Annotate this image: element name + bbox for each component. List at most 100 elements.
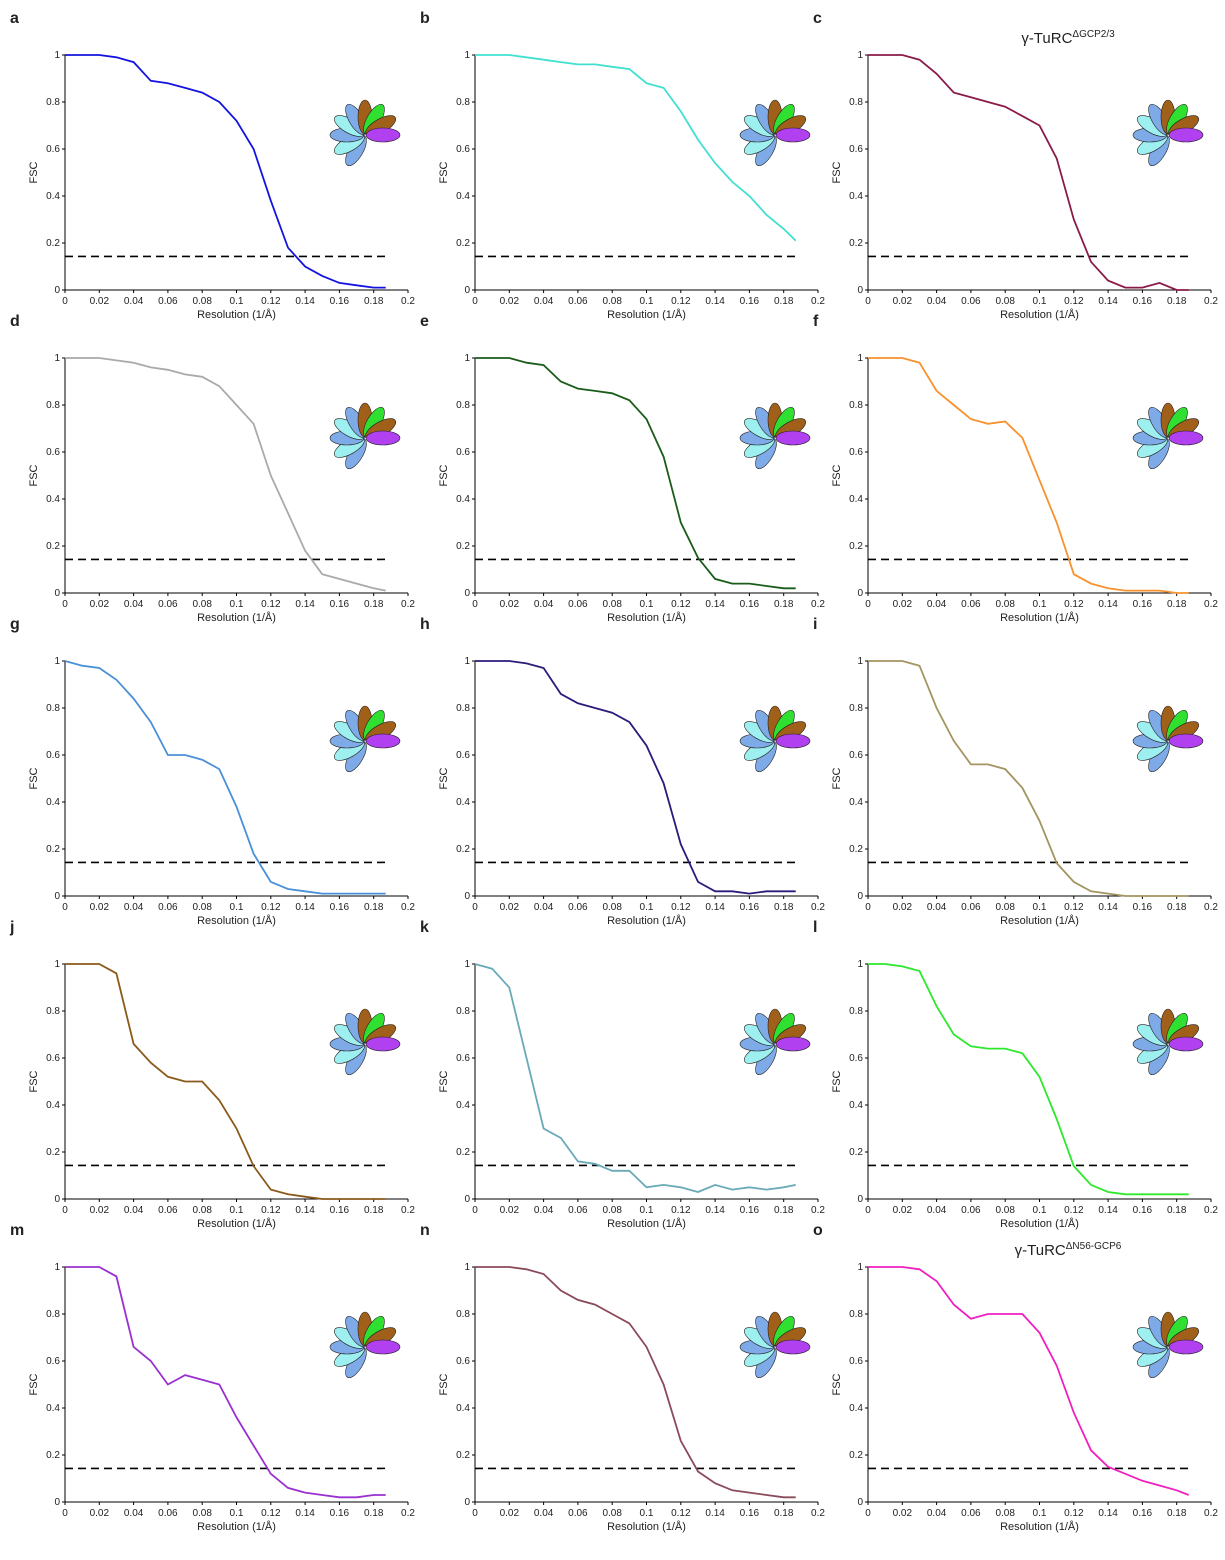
x-axis-label: Resolution (1/Å) xyxy=(607,914,686,927)
x-tick-label: 0.08 xyxy=(995,1205,1015,1216)
y-tick-label: 0.4 xyxy=(456,191,470,202)
x-axis-label: Resolution (1/Å) xyxy=(197,1217,276,1230)
x-axis-label: Resolution (1/Å) xyxy=(197,611,276,624)
x-axis-label: Resolution (1/Å) xyxy=(607,611,686,624)
x-tick-label: 0.06 xyxy=(961,1508,981,1519)
y-tick-label: 0.6 xyxy=(46,1356,60,1367)
panel-letter: c xyxy=(813,10,822,27)
x-tick-label: 0.18 xyxy=(1167,1205,1187,1216)
fsc-curve xyxy=(65,963,386,1200)
x-axis-label: Resolution (1/Å) xyxy=(1000,1520,1079,1533)
complex-icon xyxy=(1132,1008,1204,1076)
x-tick-label: 0.06 xyxy=(961,296,981,307)
x-tick-label: 0.08 xyxy=(192,902,212,913)
x-tick-label: 0.14 xyxy=(1098,1508,1118,1519)
x-tick-label: 0.12 xyxy=(1064,599,1084,610)
x-tick-label: 0.18 xyxy=(364,1508,384,1519)
y-tick-label: 0 xyxy=(857,588,863,599)
x-tick-label: 0.08 xyxy=(602,1205,622,1216)
y-tick-label: 0.2 xyxy=(849,541,863,552)
x-tick-label: 0.08 xyxy=(995,599,1015,610)
x-tick-label: 0.18 xyxy=(364,902,384,913)
fsc-curve xyxy=(868,54,1189,291)
subunit-shape xyxy=(365,127,401,143)
x-tick-label: 0.06 xyxy=(158,1205,178,1216)
y-axis-label: FSC xyxy=(438,1070,450,1092)
x-tick-label: 0.06 xyxy=(568,902,588,913)
x-tick-label: 0.04 xyxy=(534,296,554,307)
x-tick-label: 0.16 xyxy=(740,1508,760,1519)
x-tick-label: 0.08 xyxy=(192,1205,212,1216)
x-tick-label: 0.16 xyxy=(1133,296,1153,307)
y-tick-label: 1 xyxy=(54,1262,60,1273)
x-tick-label: 0.08 xyxy=(602,296,622,307)
x-tick-label: 0.12 xyxy=(1064,902,1084,913)
x-tick-label: 0 xyxy=(865,902,871,913)
x-tick-label: 0.06 xyxy=(961,902,981,913)
x-tick-label: 0.06 xyxy=(961,1205,981,1216)
y-axis-label: FSC xyxy=(831,161,843,183)
x-tick-label: 0.14 xyxy=(1098,1205,1118,1216)
x-tick-label: 0.04 xyxy=(534,1205,554,1216)
y-tick-label: 0 xyxy=(857,891,863,902)
y-tick-label: 1 xyxy=(464,656,470,667)
y-axis-label: FSC xyxy=(28,767,40,789)
x-tick-label: 0.06 xyxy=(568,599,588,610)
y-axis-label: FSC xyxy=(831,464,843,486)
complex-icon xyxy=(329,1008,401,1076)
subunit-shape xyxy=(365,1036,401,1052)
complex-icon xyxy=(739,705,811,773)
fsc-curve xyxy=(475,660,796,895)
x-tick-label: 0.02 xyxy=(893,296,913,307)
x-tick-label: 0.06 xyxy=(158,1508,178,1519)
x-tick-label: 0.1 xyxy=(640,902,654,913)
x-tick-label: 0.1 xyxy=(1033,1205,1047,1216)
y-tick-label: 0.6 xyxy=(456,447,470,458)
x-tick-label: 0.2 xyxy=(811,1508,825,1519)
y-tick-label: 0.2 xyxy=(46,238,60,249)
x-tick-label: 0.12 xyxy=(671,1508,691,1519)
x-tick-label: 0.04 xyxy=(124,1508,144,1519)
x-tick-label: 0.1 xyxy=(230,1508,244,1519)
y-axis-label: FSC xyxy=(438,1373,450,1395)
y-tick-label: 0.2 xyxy=(849,844,863,855)
panel-letter: m xyxy=(10,1222,24,1239)
x-tick-label: 0.16 xyxy=(1133,599,1153,610)
fsc-curve xyxy=(64,660,386,895)
complex-icon xyxy=(329,1311,401,1379)
fsc-curve xyxy=(868,660,1189,897)
x-axis-label: Resolution (1/Å) xyxy=(1000,611,1079,624)
y-tick-label: 0.2 xyxy=(849,1450,863,1461)
y-tick-label: 0.8 xyxy=(456,1309,470,1320)
y-tick-label: 0.8 xyxy=(46,703,60,714)
x-axis-label: Resolution (1/Å) xyxy=(1000,308,1079,321)
fsc-curve xyxy=(474,963,796,1193)
x-axis-label: Resolution (1/Å) xyxy=(197,1520,276,1533)
y-axis-label: FSC xyxy=(831,1373,843,1395)
x-tick-label: 0.12 xyxy=(1064,1205,1084,1216)
y-tick-label: 0.8 xyxy=(849,703,863,714)
y-axis-label: FSC xyxy=(438,161,450,183)
title-text: γ-TuRC xyxy=(1015,1242,1066,1259)
y-tick-label: 0 xyxy=(464,285,470,296)
y-tick-label: 0 xyxy=(54,285,60,296)
y-tick-label: 0.6 xyxy=(46,447,60,458)
title-superscript: ΔN56-GCP6 xyxy=(1066,1241,1122,1252)
x-tick-label: 0.04 xyxy=(927,1205,947,1216)
complex-icon xyxy=(1132,705,1204,773)
y-tick-label: 1 xyxy=(54,959,60,970)
fsc-curve xyxy=(65,54,386,289)
y-tick-label: 0.8 xyxy=(46,97,60,108)
x-tick-label: 0.04 xyxy=(534,599,554,610)
x-tick-label: 0.08 xyxy=(995,1508,1015,1519)
y-tick-label: 1 xyxy=(857,1262,863,1273)
x-tick-label: 0.12 xyxy=(671,296,691,307)
y-tick-label: 0.2 xyxy=(46,844,60,855)
x-tick-label: 0.02 xyxy=(90,902,110,913)
y-tick-label: 0 xyxy=(54,588,60,599)
y-tick-label: 0 xyxy=(857,285,863,296)
panel-letter: l xyxy=(813,919,817,936)
y-tick-label: 0.2 xyxy=(46,1147,60,1158)
